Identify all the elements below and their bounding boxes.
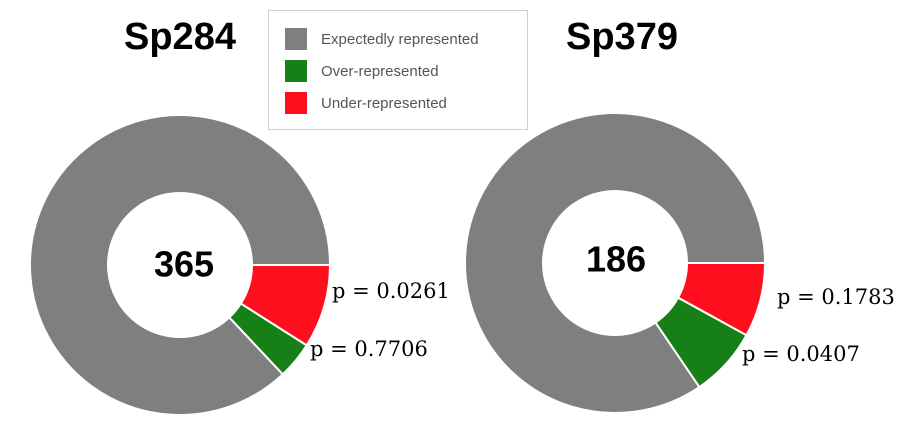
donut-slice-expectedly-represented <box>464 112 767 414</box>
legend-item-expected: Expectedly represented <box>285 27 479 51</box>
chart-title-sp379: Sp379 <box>566 16 678 58</box>
donut-slice-expectedly-represented <box>29 114 332 416</box>
legend-label-under: Under-represented <box>321 94 447 112</box>
legend-swatch-expected <box>285 28 307 50</box>
legend-item-under: Under-represented <box>285 91 447 115</box>
p-value-label: p = 0.7706 <box>310 337 428 361</box>
chart-title-sp284: Sp284 <box>124 16 236 58</box>
legend-swatch-under <box>285 92 307 114</box>
legend-label-over: Over-represented <box>321 62 439 80</box>
donut-center-label: 186 <box>586 239 646 280</box>
legend-label-expected: Expectedly represented <box>321 30 479 48</box>
legend: Expectedly represented Over-represented … <box>268 10 528 130</box>
donut-center-label: 365 <box>154 244 214 285</box>
p-value-label: p = 0.0407 <box>742 342 860 366</box>
p-value-label: p = 0.1783 <box>777 285 895 309</box>
legend-swatch-over <box>285 60 307 82</box>
p-value-label: p = 0.0261 <box>332 279 450 303</box>
legend-item-over: Over-represented <box>285 59 439 83</box>
